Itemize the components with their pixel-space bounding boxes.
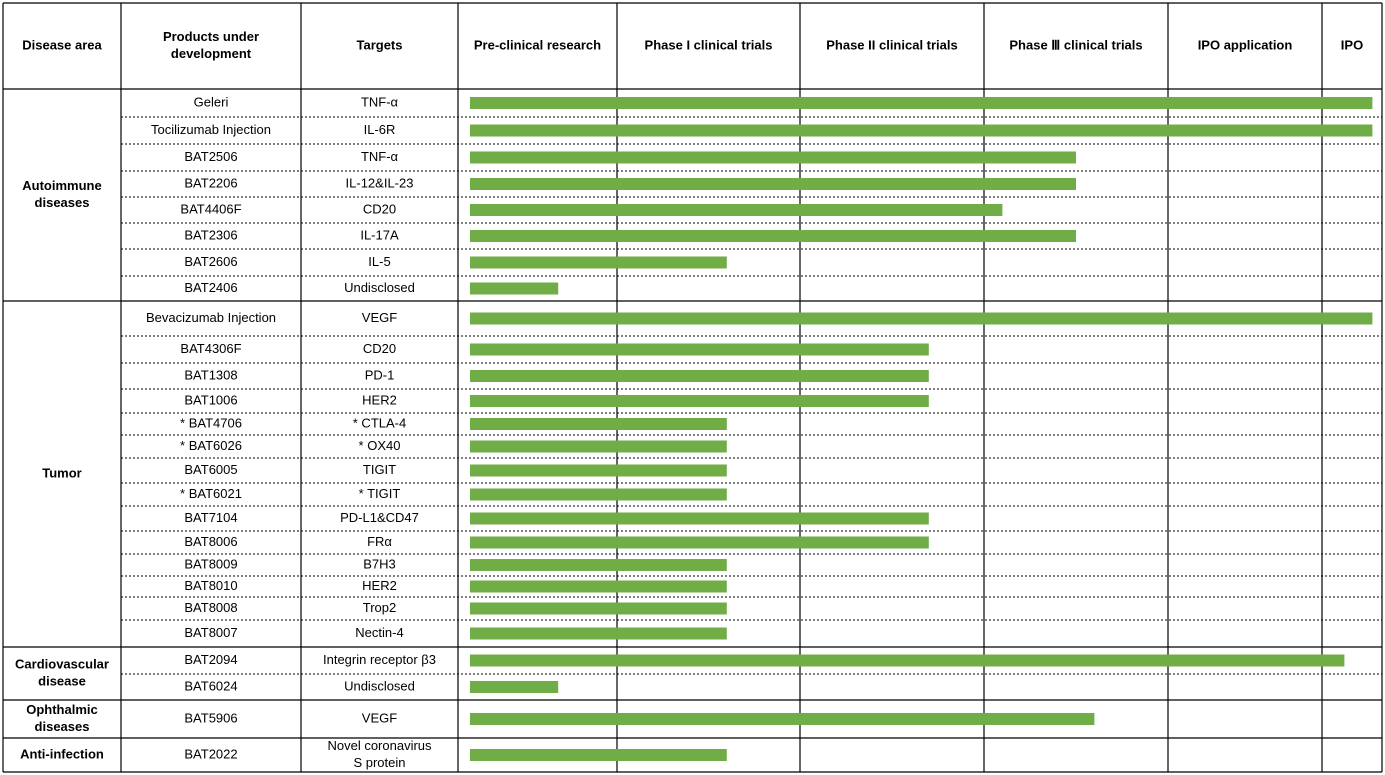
progress-bar (470, 230, 1076, 242)
column-header-3: Pre-clinical research (474, 37, 601, 52)
product-name: * BAT4706 (180, 415, 242, 430)
column-header-2: Targets (357, 37, 403, 52)
progress-bar (470, 312, 1373, 325)
target-name: Undisclosed (344, 280, 415, 295)
target-name: * CTLA-4 (353, 415, 406, 430)
target-name: FRα (367, 534, 392, 549)
progress-bar (470, 512, 929, 525)
progress-bar (470, 256, 727, 269)
product-name: BAT8008 (184, 600, 237, 615)
target-name: IL-17A (360, 227, 399, 242)
disease-area-4: Anti-infection (20, 746, 104, 761)
product-name: Geleri (194, 94, 229, 109)
product-name: * BAT6021 (180, 486, 242, 501)
product-name: Bevacizumab Injection (146, 310, 276, 325)
target-name: HER2 (362, 392, 397, 407)
product-name: BAT2406 (184, 280, 237, 295)
target-name: TNF-α (361, 149, 399, 164)
progress-bar (470, 124, 1373, 137)
target-name: VEGF (362, 310, 397, 325)
target-name: * TIGIT (359, 486, 401, 501)
progress-bar (470, 627, 727, 640)
product-name: BAT1006 (184, 392, 237, 407)
product-name: BAT6024 (184, 678, 237, 693)
progress-bar (470, 370, 929, 382)
product-name: BAT8007 (184, 625, 237, 640)
target-name: PD-L1&CD47 (340, 510, 419, 525)
product-name: BAT1308 (184, 367, 237, 382)
target-name: B7H3 (363, 556, 396, 571)
product-name: Tocilizumab Injection (151, 122, 271, 137)
product-name: BAT2022 (184, 746, 237, 761)
product-name: BAT4306F (180, 341, 241, 356)
product-name: BAT2506 (184, 149, 237, 164)
target-name: Nectin-4 (355, 625, 403, 640)
disease-area-0: Autoimmune diseases (22, 178, 101, 210)
column-header-1: Products under development (163, 29, 259, 61)
target-name: * OX40 (359, 438, 401, 453)
disease-area-1: Tumor (42, 465, 81, 480)
progress-bar (470, 440, 727, 453)
column-header-4: Phase I clinical trials (645, 37, 773, 52)
progress-bar (470, 559, 727, 571)
product-name: BAT8006 (184, 534, 237, 549)
target-name: CD20 (363, 201, 396, 216)
product-name: BAT2206 (184, 175, 237, 190)
product-name: BAT2094 (184, 652, 237, 667)
target-name: CD20 (363, 341, 396, 356)
product-name: BAT4406F (180, 201, 241, 216)
target-name: IL-5 (368, 254, 390, 269)
progress-bar (470, 654, 1345, 667)
target-name: Novel coronavirus S protein (327, 738, 432, 770)
column-header-8: IPO (1341, 37, 1363, 52)
progress-bar (470, 395, 929, 407)
progress-bar (470, 749, 727, 761)
progress-bar (470, 418, 727, 430)
progress-bar (470, 681, 559, 693)
target-name: Integrin receptor β3 (323, 652, 436, 667)
column-header-6: Phase Ⅲ clinical trials (1009, 37, 1142, 52)
product-name: * BAT6026 (180, 438, 242, 453)
progress-bar (470, 536, 929, 549)
progress-bar (470, 151, 1076, 164)
progress-bar (470, 343, 929, 356)
product-name: BAT2306 (184, 227, 237, 242)
column-header-0: Disease area (22, 37, 102, 52)
progress-bar (470, 713, 1095, 725)
target-name: TNF-α (361, 94, 399, 109)
progress-bar (470, 204, 1003, 216)
disease-area-3: Ophthalmic diseases (26, 702, 98, 734)
product-name: BAT2606 (184, 254, 237, 269)
product-name: BAT8010 (184, 578, 237, 593)
target-name: PD-1 (365, 367, 395, 382)
progress-bar (470, 602, 727, 615)
progress-bar (470, 464, 727, 477)
target-name: IL-12&IL-23 (346, 175, 414, 190)
product-name: BAT5906 (184, 710, 237, 725)
column-header-5: Phase II clinical trials (826, 37, 958, 52)
disease-area-2: Cardiovascular disease (15, 656, 109, 688)
progress-bar (470, 97, 1373, 109)
target-name: IL-6R (364, 122, 396, 137)
progress-bar (470, 488, 727, 501)
target-name: Undisclosed (344, 678, 415, 693)
target-name: HER2 (362, 578, 397, 593)
product-name: BAT6005 (184, 462, 237, 477)
product-name: BAT8009 (184, 556, 237, 571)
target-name: VEGF (362, 710, 397, 725)
column-header-7: IPO application (1198, 37, 1293, 52)
target-name: Trop2 (363, 600, 396, 615)
progress-bar (470, 282, 559, 295)
target-name: TIGIT (363, 462, 396, 477)
progress-bar (470, 580, 727, 593)
progress-bar (470, 178, 1076, 190)
product-name: BAT7104 (184, 510, 237, 525)
